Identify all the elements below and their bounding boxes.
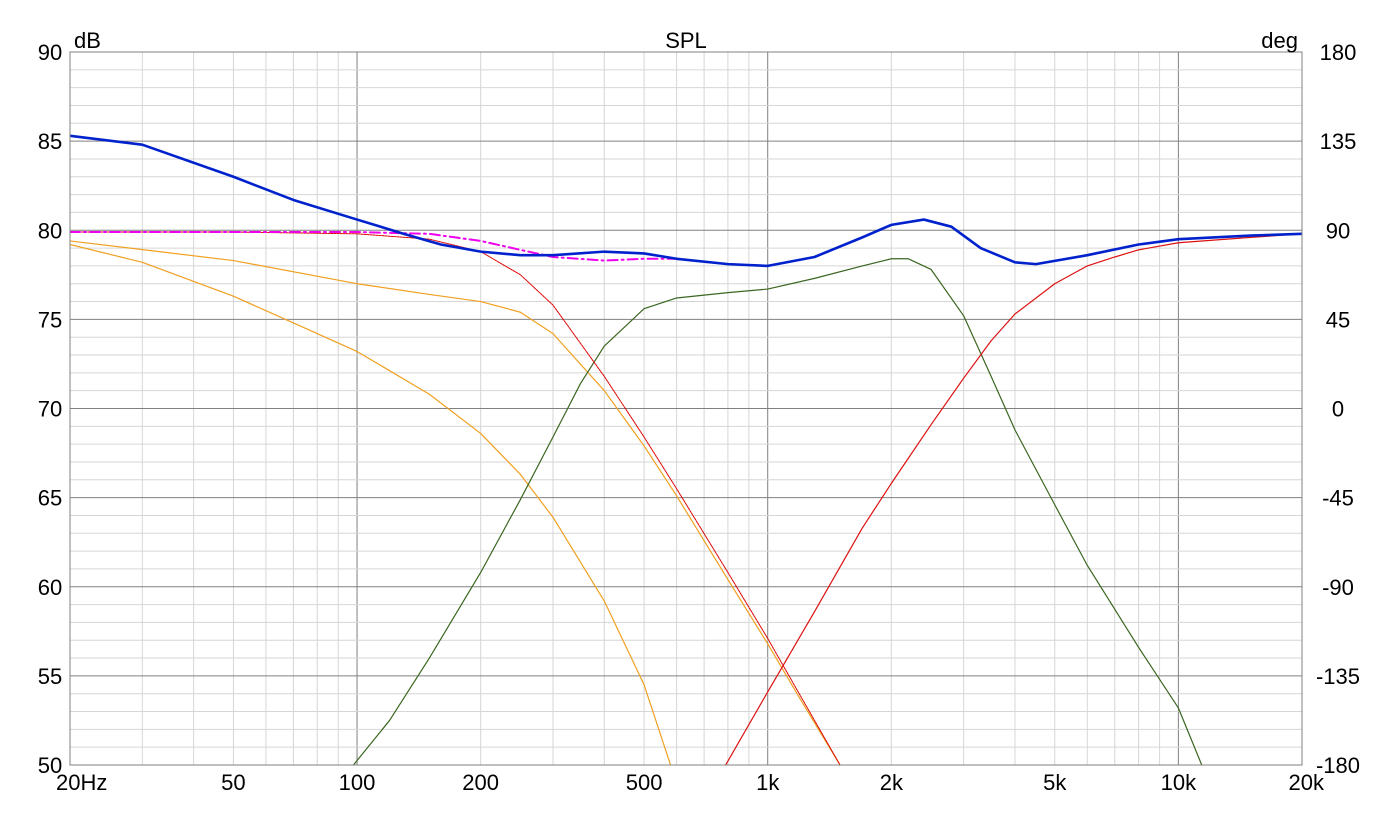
x-tick-label: 5k [1043, 770, 1067, 795]
y-tick-label-right: 90 [1326, 218, 1350, 243]
y-tick-label-right: -45 [1322, 486, 1354, 511]
series-line-1 [70, 134, 1302, 268]
series-line-4 [70, 240, 841, 765]
y-tick-label-left: 50 [38, 753, 62, 778]
y-tick-label-left: 55 [38, 664, 62, 689]
x-tick-label: 2k [880, 770, 904, 795]
plot-frame [69, 51, 1303, 766]
labels: 20Hz 50 100 200 500 1k 2k 5k 10k 20k9085807570656… [38, 40, 1360, 795]
series-layer [70, 134, 1302, 765]
y-tick-label-right: 45 [1326, 307, 1350, 332]
x-tick-label: 50 [221, 770, 245, 795]
y-tick-label-left: 85 [38, 129, 62, 154]
x-tick-label: 1k [756, 770, 780, 795]
y-axis-left-label: dB [74, 28, 101, 53]
y-axis-right-label: deg [1261, 28, 1298, 53]
series-line-6 [352, 258, 1203, 765]
y-tick-label-right: 135 [1320, 129, 1357, 154]
series-line-5 [70, 243, 672, 765]
y-tick-label-left: 80 [38, 218, 62, 243]
x-tick-label: 20Hz [56, 770, 107, 795]
y-tick-label-left: 70 [38, 397, 62, 422]
grid [70, 52, 1302, 765]
series-line-3 [70, 231, 841, 765]
x-tick-label: 100 [339, 770, 376, 795]
y-tick-label-right: 180 [1320, 40, 1357, 65]
x-tick-label: 20k [1289, 770, 1325, 795]
x-tick-label: 10k [1161, 770, 1197, 795]
y-tick-label-left: 90 [38, 40, 62, 65]
y-tick-label-right: 0 [1332, 397, 1344, 422]
y-tick-label-right: -135 [1316, 664, 1360, 689]
chart-title: SPL [665, 28, 707, 53]
y-tick-label-right: -90 [1322, 575, 1354, 600]
x-tick-label: 500 [626, 770, 663, 795]
series-line-7 [725, 233, 1302, 765]
y-tick-label-left: 65 [38, 486, 62, 511]
x-tick-label: 200 [462, 770, 499, 795]
y-tick-label-left: 60 [38, 575, 62, 600]
y-tick-label-right: -180 [1316, 753, 1360, 778]
y-tick-label-left: 75 [38, 307, 62, 332]
